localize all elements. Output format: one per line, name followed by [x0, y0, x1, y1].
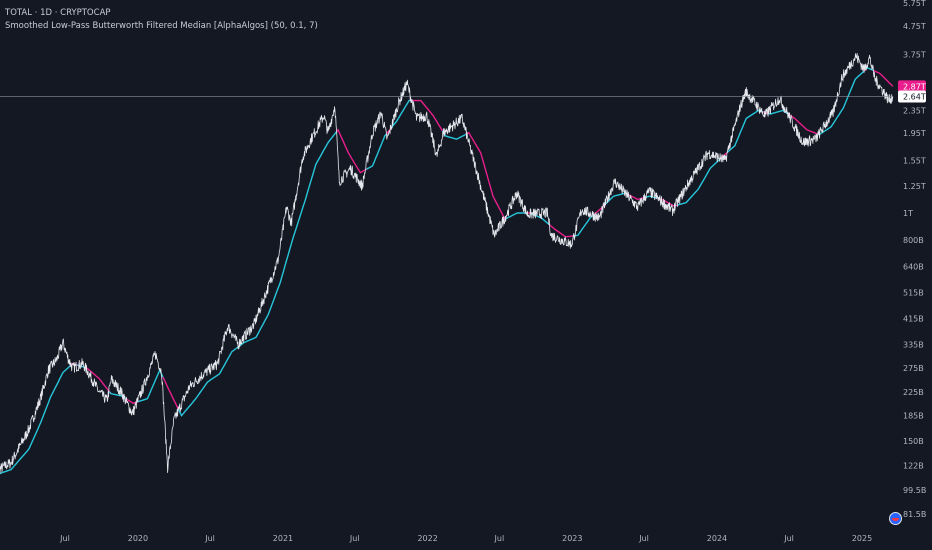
- filter-line-bear: [873, 69, 894, 87]
- y-tick-label: 275B: [903, 364, 924, 373]
- y-tick-label: 81.5B: [903, 510, 926, 519]
- price-line: [0, 53, 894, 475]
- filter-line-bull: [366, 131, 389, 170]
- filter-value-label: 2.87T: [903, 82, 926, 91]
- x-tick-label: 2024: [707, 534, 727, 543]
- x-tick-label: 2023: [562, 534, 582, 543]
- filter-value-badge: [898, 80, 926, 93]
- x-tick-label: 2020: [128, 534, 148, 543]
- y-tick-label: 515B: [903, 289, 924, 298]
- filter-line-bear: [788, 113, 820, 136]
- x-tick-label: Jul: [349, 534, 360, 543]
- x-tick-label: 2025: [852, 534, 872, 543]
- x-tick-label: 2021: [273, 534, 293, 543]
- x-tick-label: Jul: [638, 534, 649, 543]
- filter-line-bear: [465, 131, 507, 221]
- filter-line-bull: [817, 68, 867, 136]
- y-tick-label: 335B: [903, 340, 924, 349]
- filter-line-bull: [573, 213, 596, 237]
- filter-line-bear: [410, 99, 445, 134]
- last-price-label: 2.64T: [903, 92, 926, 101]
- y-tick-label: 150B: [903, 437, 924, 446]
- tradingview-logo-icon[interactable]: [889, 512, 902, 525]
- filter-line-bear: [548, 223, 575, 238]
- filter-line-bull: [767, 109, 791, 116]
- symbol-title: TOTAL · 1D · CRYPTOCAP: [5, 8, 111, 18]
- filter-line-bear: [84, 366, 112, 395]
- y-tick-label: 5.75T: [903, 0, 926, 8]
- filter-line-bull: [726, 109, 765, 154]
- filter-line-bear: [162, 376, 181, 413]
- chart-header: TOTAL · 1D · CRYPTOCAP Smoothed Low-Pass…: [5, 7, 318, 33]
- y-tick-label: 1.55T: [903, 156, 926, 165]
- filter-line-bull: [676, 157, 722, 206]
- x-tick-label: 2022: [417, 534, 437, 543]
- y-tick-label: 1.95T: [903, 129, 926, 138]
- y-tick-label: 1.25T: [903, 182, 926, 191]
- x-tick-label: Jul: [59, 534, 70, 543]
- y-tick-label: 2.35T: [903, 106, 926, 115]
- x-tick-label: Jul: [494, 534, 505, 543]
- last-price-badge: [898, 90, 926, 103]
- y-tick-label: 4.75T: [903, 22, 926, 31]
- y-tick-label: 415B: [903, 315, 924, 324]
- y-tick-label: 640B: [903, 263, 924, 272]
- x-tick-label: Jul: [783, 534, 794, 543]
- y-tick-label: 99.5B: [903, 486, 926, 495]
- y-tick-label: 225B: [903, 388, 924, 397]
- y-tick-label: 185B: [903, 412, 924, 421]
- filter-line-bull: [0, 363, 73, 475]
- x-tick-label: Jul: [204, 534, 215, 543]
- y-tick-label: 122B: [903, 462, 924, 471]
- filter-line-bull: [441, 130, 468, 140]
- y-tick-label: 1T: [903, 209, 913, 218]
- filter-line-bull: [504, 212, 528, 220]
- filter-line-bear: [335, 128, 369, 174]
- y-tick-label: 800B: [903, 236, 924, 245]
- indicator-title: Smoothed Low-Pass Butterworth Filtered M…: [5, 21, 318, 31]
- filter-line-bull: [177, 129, 339, 417]
- filter-line-bull: [390, 99, 412, 129]
- y-tick-label: 3.75T: [903, 50, 926, 59]
